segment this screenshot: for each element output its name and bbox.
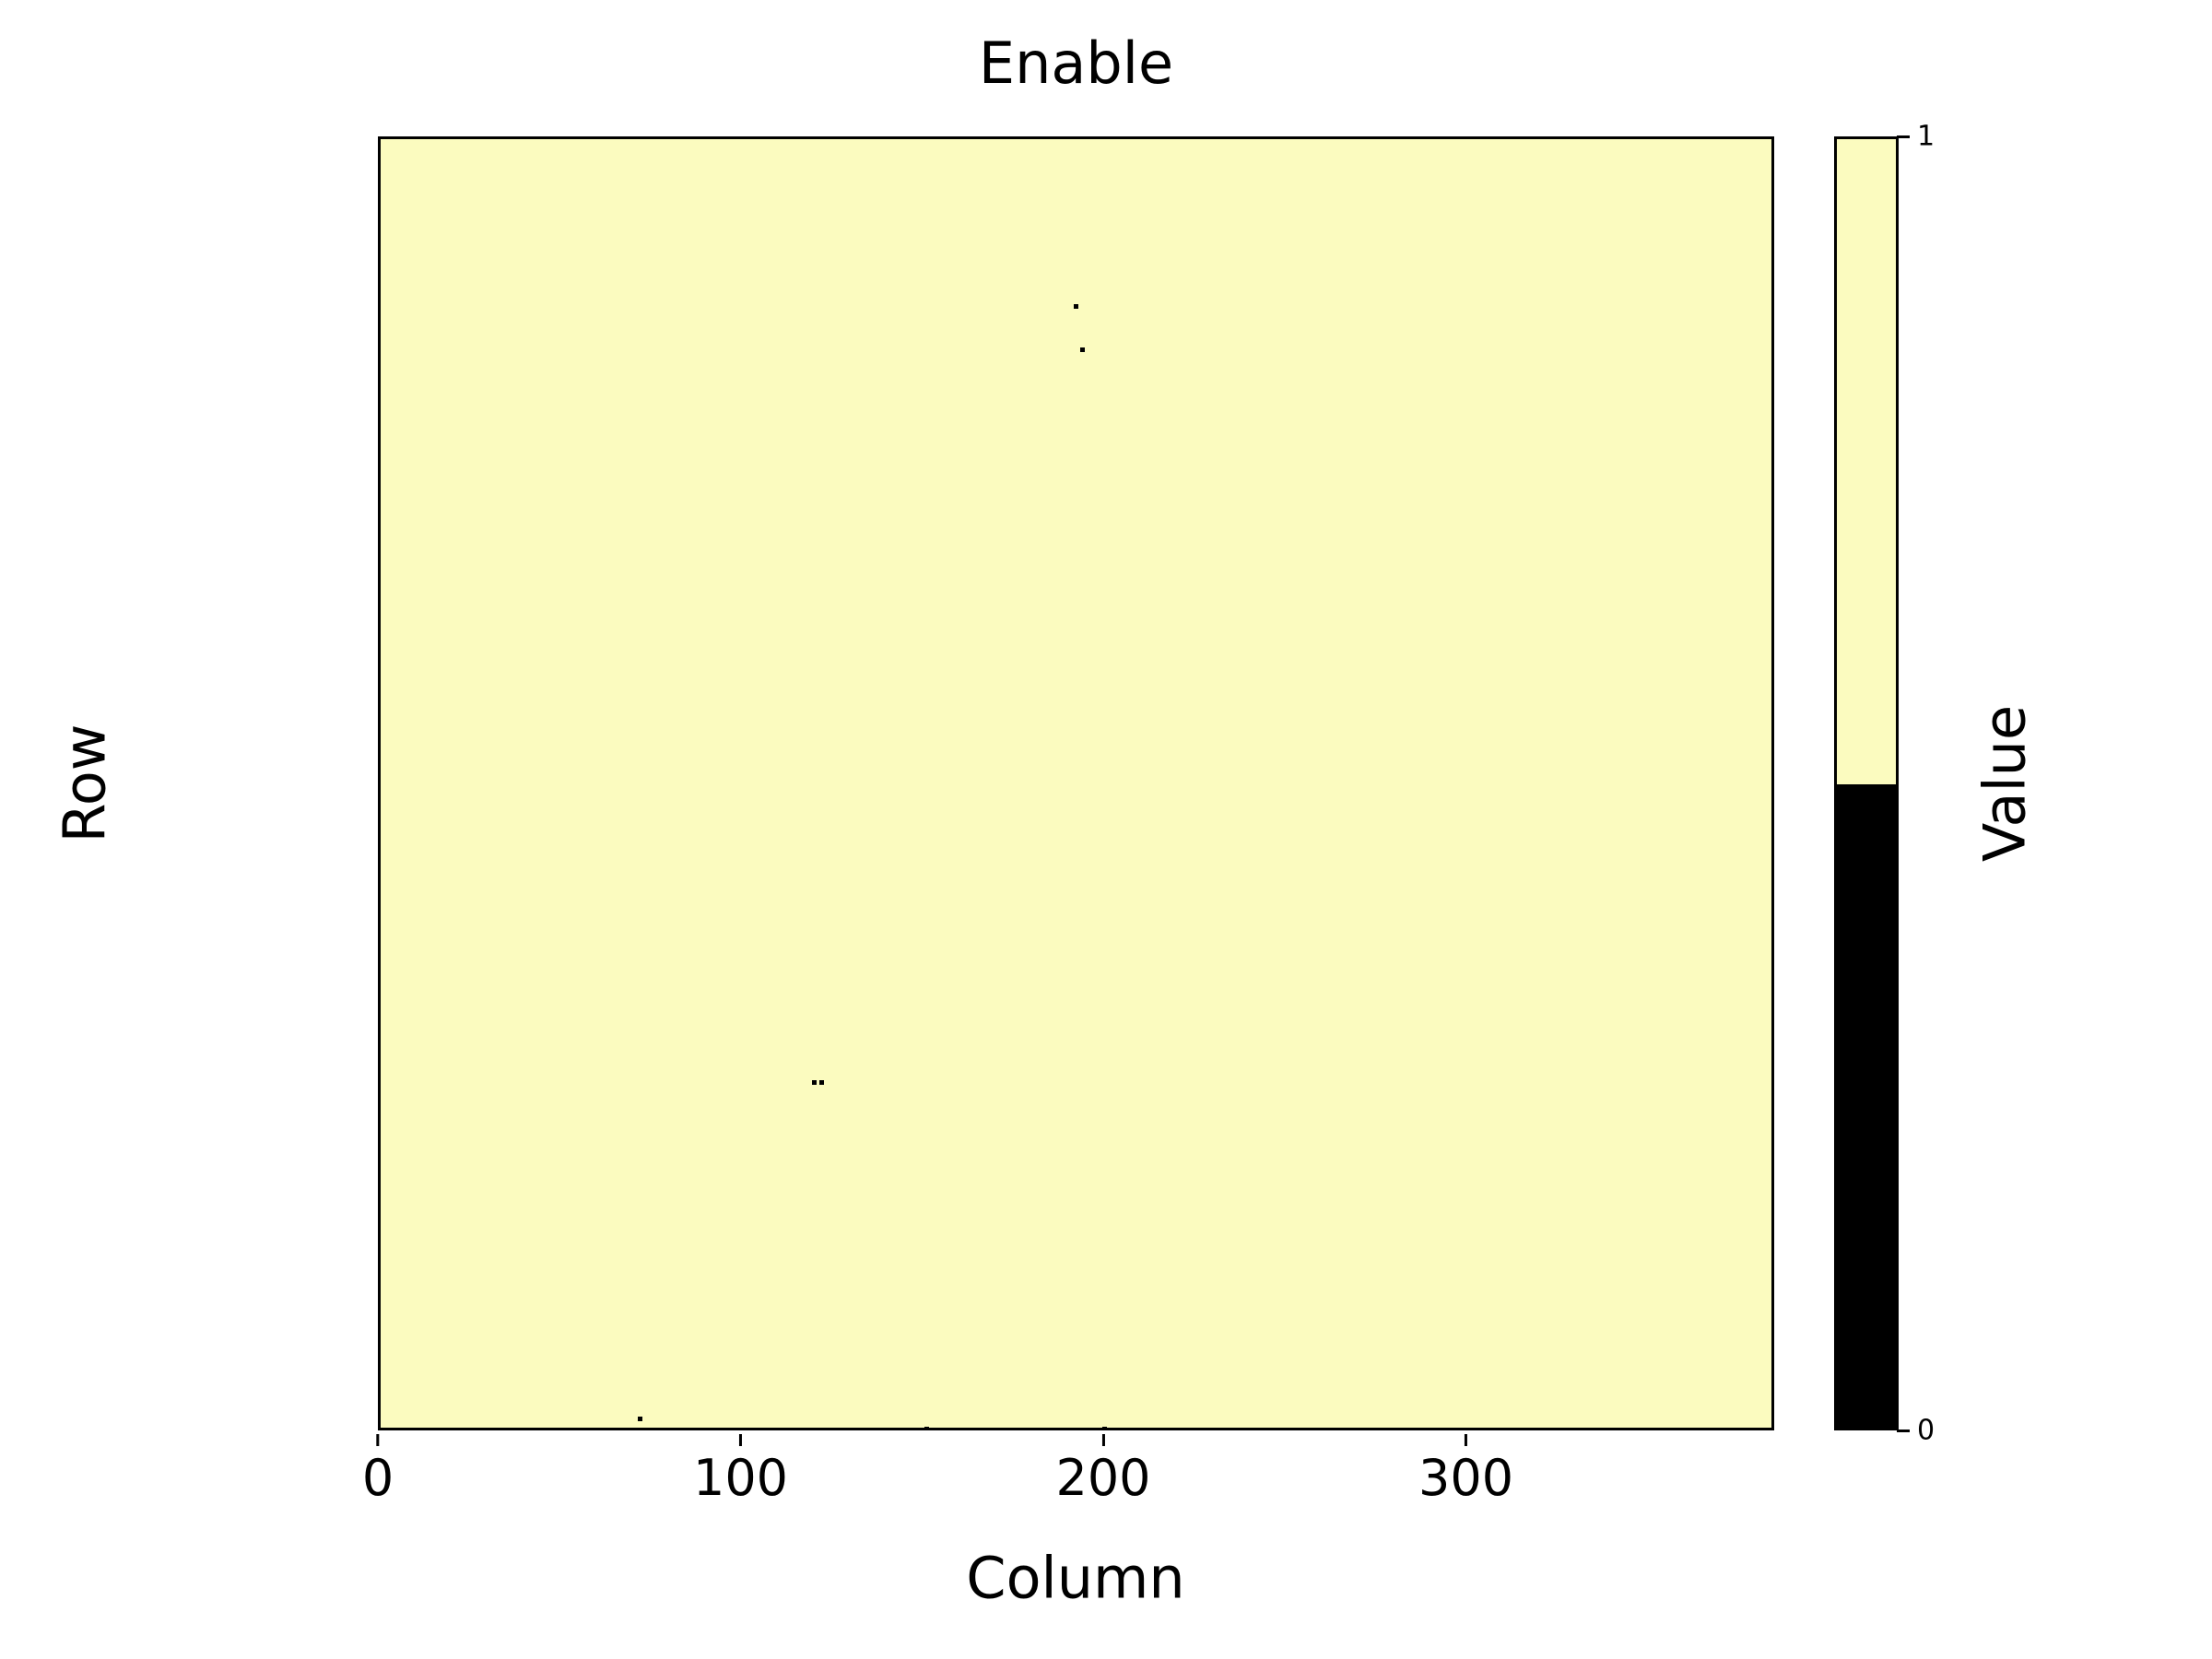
- colorbar-low-segment: [1837, 784, 1896, 1428]
- x-axis-label: Column: [966, 1544, 1185, 1612]
- heatmap-cell-zero: [924, 1426, 930, 1428]
- x-tick-label: 100: [693, 1434, 788, 1507]
- heatmap-cell-zero: [1080, 347, 1086, 353]
- heatmap-image: [381, 139, 1771, 1428]
- colorbar-tick-mark: [1897, 135, 1910, 138]
- x-tick-label: 200: [1055, 1434, 1151, 1507]
- x-tick-label: 0: [362, 1434, 394, 1507]
- x-tick-mark: [738, 1434, 742, 1446]
- x-tick-mark: [1465, 1434, 1468, 1446]
- colorbar-tick-label: 0: [1897, 1415, 1935, 1447]
- colorbar-tick-label: 1: [1897, 121, 1935, 153]
- x-tick-mark: [1101, 1434, 1105, 1446]
- heatmap-cell-zero: [819, 1080, 825, 1086]
- heatmap-cell-zero: [638, 1416, 643, 1421]
- x-tick-label: 300: [1418, 1434, 1513, 1507]
- heatmap-cell-zero: [1073, 303, 1078, 309]
- heatmap-axes[interactable]: [378, 136, 1774, 1430]
- heatmap-cell-zero: [812, 1080, 818, 1086]
- colorbar-high-segment: [1837, 139, 1896, 785]
- colorbar-label: Value: [1971, 704, 2039, 863]
- colorbar[interactable]: [1834, 136, 1899, 1430]
- heatmap-cell-zero: [1102, 1426, 1108, 1428]
- y-axis-label: Row: [51, 724, 119, 843]
- chart-title: Enable: [978, 29, 1174, 97]
- x-tick-mark: [376, 1434, 380, 1446]
- colorbar-tick-mark: [1897, 1429, 1910, 1432]
